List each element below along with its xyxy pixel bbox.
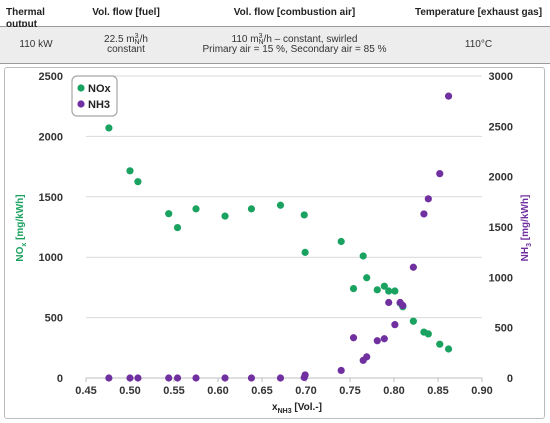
- nh3-point-23: [424, 195, 432, 203]
- header-exhaust-temp: Temperature [exhaust gas]: [414, 7, 543, 18]
- operating-conditions-table: Thermal output Vol. flow [fuel] Vol. flo…: [0, 0, 550, 66]
- nox-point-18: [391, 287, 399, 295]
- nh3-point-10: [301, 371, 309, 379]
- legend-nh3-marker: [77, 100, 85, 108]
- y-left-tick-label-4: 2000: [39, 131, 63, 143]
- nh3-point-5: [192, 374, 200, 382]
- x-tick-label-6: 0.75: [339, 385, 360, 397]
- x-tick-label-4: 0.65: [251, 385, 272, 397]
- nox-point-3: [165, 210, 173, 218]
- nh3-point-15: [373, 337, 381, 345]
- y-right-tick-label-2: 1000: [489, 272, 513, 284]
- x-tick-label-9: 0.90: [471, 385, 492, 397]
- fuel-flow-unit-sup: 3: [134, 33, 139, 40]
- nox-point-16: [380, 282, 388, 290]
- axes: 0.45 0.50 0.55 0.60 0.65 0.70 0.75 0.80 0.85 0.90…: [39, 71, 513, 397]
- y-right-tick-label-6: 3000: [489, 71, 513, 83]
- x-tick-label-7: 0.80: [383, 385, 404, 397]
- x-tick-label-1: 0.50: [119, 385, 140, 397]
- y-right-tick-label-0: 0: [507, 373, 513, 385]
- nox-point-2: [134, 178, 142, 186]
- legend-nox-label: NOx: [88, 83, 112, 95]
- nh3-point-0: [105, 374, 113, 382]
- legend-nh3-label: NH3: [88, 99, 110, 111]
- y-left-tick-label-5: 2500: [39, 71, 63, 83]
- nox-point-4: [173, 224, 182, 232]
- fuel-flow-note: constant: [107, 44, 145, 55]
- nh3-point-25: [444, 92, 453, 100]
- header-air-flow: Vol. flow [combustion air]: [233, 7, 356, 18]
- nox-point-13: [359, 252, 367, 260]
- y-left-tick-label-1: 500: [45, 313, 63, 325]
- x-tick-label-5: 0.70: [295, 385, 316, 397]
- header-fuel-flow: Vol. flow [fuel]: [92, 7, 160, 18]
- thermal-output-value: 110 kW: [19, 39, 53, 50]
- x-tick-label-0: 0.45: [75, 385, 96, 397]
- exhaust-temp-value: 110°C: [464, 39, 493, 50]
- y-left-axis-title: NOx [mg/kWh]: [15, 194, 28, 261]
- nox-point-25: [444, 345, 453, 353]
- y-left-tick-label-2: 1000: [39, 252, 63, 264]
- nox-point-17: [385, 287, 393, 295]
- y-right-tick-label-3: 1500: [489, 222, 513, 234]
- nox-point-10: [301, 248, 309, 256]
- air-flow-unit-sup: 3: [258, 33, 263, 40]
- nox-point-5: [192, 205, 200, 213]
- legend-nox-marker: [77, 84, 85, 92]
- nh3-point-11: [337, 366, 345, 375]
- nox-point-9: [300, 211, 308, 219]
- nox-point-6: [221, 212, 229, 220]
- nox-point-23: [424, 330, 432, 338]
- nh3-point-22: [420, 210, 428, 218]
- y-right-axis-title: NH3 [mg/kWh]: [520, 195, 533, 262]
- nh3-point-16: [380, 335, 388, 343]
- table-value-row: 110 kW 22.5 m3N/h constant 110 m3N/h – c…: [0, 27, 550, 64]
- nh3-point-21: [409, 263, 417, 271]
- y-right-tick-label-5: 2500: [489, 121, 513, 133]
- air-flow-unit-sub: N: [258, 39, 264, 46]
- nh3-point-4: [173, 374, 182, 382]
- nox-point-11: [337, 237, 345, 246]
- nox-point-0: [105, 124, 113, 132]
- nox-point-14: [363, 274, 371, 282]
- nh3-point-3: [165, 374, 173, 382]
- legend: NOx NH3: [71, 75, 118, 117]
- nox-point-15: [373, 286, 381, 294]
- nh3-point-18: [391, 321, 399, 329]
- chart-frame: [4, 67, 545, 419]
- nh3-point-2: [134, 374, 142, 382]
- x-axis-title: xNH3 [Vol.-]: [272, 402, 322, 415]
- nox-point-7: [247, 205, 256, 213]
- header-thermal-output: Thermal output: [6, 7, 45, 30]
- nh3-point-6: [221, 374, 229, 382]
- table-header-row: Thermal output Vol. flow [fuel] Vol. flo…: [0, 0, 550, 30]
- y-right-tick-label-4: 2000: [489, 172, 513, 184]
- nh3-point-12: [349, 334, 358, 342]
- nox-point-21: [409, 317, 417, 325]
- nh3-point-20: [399, 301, 407, 310]
- x-tick-label-2: 0.55: [163, 385, 184, 397]
- y-left-tick-label-3: 1500: [39, 192, 63, 204]
- air-flow-value: 110 m3N/h – constant, swirled: [231, 33, 358, 46]
- nh3-point-17: [385, 298, 393, 307]
- nox-point-12: [349, 285, 358, 293]
- air-split-value: Primary air = 15 %, Secondary air = 85 %: [202, 44, 387, 55]
- nh3-point-8: [276, 374, 285, 382]
- y-right-tick-label-1: 500: [495, 323, 513, 335]
- fuel-flow-value: 22.5 m3N/h: [104, 33, 148, 46]
- nh3-point-7: [247, 374, 256, 382]
- x-tick-label-3: 0.60: [207, 385, 228, 397]
- nh3-point-24: [436, 170, 444, 178]
- y-left-tick-label-0: 0: [57, 373, 63, 385]
- nox-point-24: [436, 340, 444, 348]
- nox-point-8: [276, 201, 285, 209]
- data-points: [105, 92, 453, 382]
- nh3-point-14: [363, 353, 371, 361]
- fuel-flow-unit-sub: N: [134, 39, 140, 46]
- nox-point-1: [126, 167, 134, 175]
- x-tick-label-8: 0.85: [427, 385, 448, 397]
- nh3-point-1: [126, 374, 134, 382]
